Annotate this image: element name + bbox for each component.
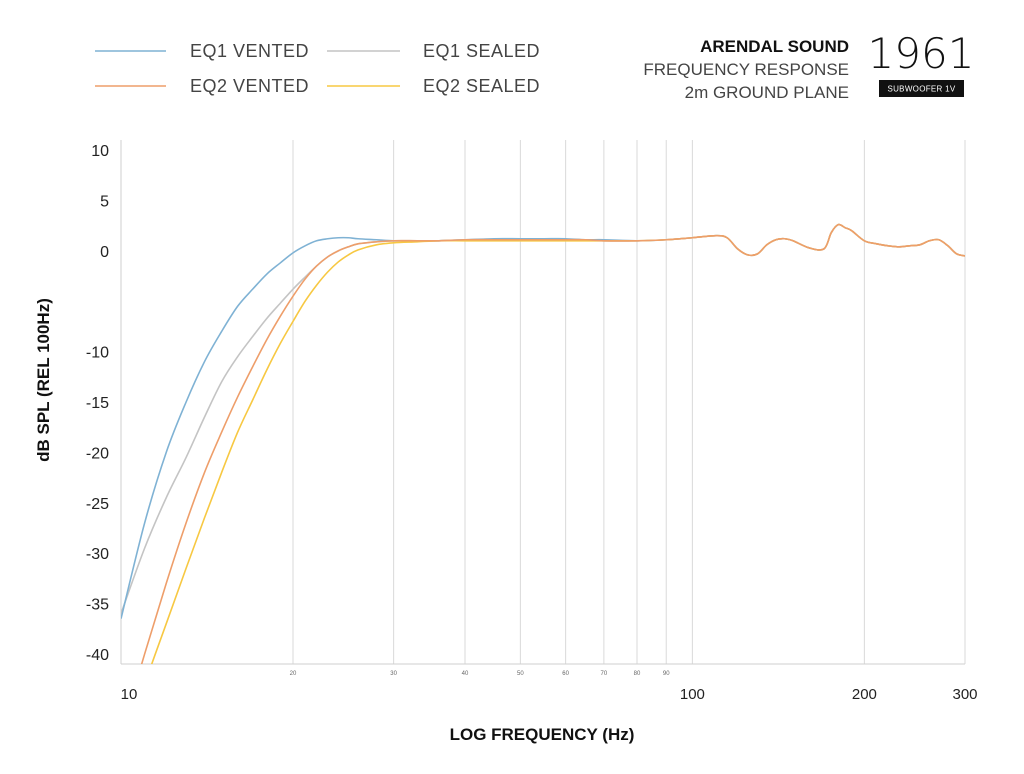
series-line-eq2-sealed (150, 223, 965, 664)
y-tick-label-minus-20: -20 (86, 445, 109, 462)
x-tick-label-20: 20 (290, 671, 297, 677)
y-tick-label-minus-15: -15 (86, 395, 109, 412)
x-tick-label-300: 300 (952, 686, 977, 703)
legend-label-eq2-vented: EQ2 VENTED (190, 76, 309, 96)
x-tick-label-10: 10 (121, 686, 138, 703)
legend-label-eq1-sealed: EQ1 SEALED (423, 41, 540, 61)
series-lines (121, 223, 965, 664)
x-tick-label-30: 30 (390, 671, 397, 677)
series-line-eq2-vented (140, 223, 965, 664)
y-tick-label-10: 10 (91, 143, 109, 160)
y-tick-label-5: 5 (100, 193, 109, 210)
y-tick-label-minus-10: -10 (86, 345, 109, 362)
logo-number: 1961 (868, 29, 975, 78)
y-tick-label-minus-35: -35 (86, 597, 109, 614)
x-axis-title: LOG FREQUENCY (Hz) (450, 725, 635, 744)
x-tick-label-90: 90 (663, 671, 670, 677)
legend-item-eq1-sealed: EQ1 SEALED (327, 41, 540, 61)
x-tick-labels: 20 30 40 50 60 70 80 90 10 100 200 300 (121, 671, 978, 703)
y-tick-label-minus-40: -40 (86, 647, 109, 664)
legend-item-eq2-sealed: EQ2 SEALED (327, 76, 540, 96)
x-tick-label-60: 60 (562, 671, 569, 677)
logo: 1961 SUBWOOFER 1V (868, 29, 975, 97)
y-axis-title: dB SPL (REL 100Hz) (34, 298, 53, 462)
brand-block: ARENDAL SOUND FREQUENCY RESPONSE 2m GROU… (643, 37, 849, 102)
brand-title: ARENDAL SOUND (700, 37, 849, 56)
x-tick-label-40: 40 (462, 671, 469, 677)
series-line-eq1-vented (121, 223, 965, 619)
legend-item-eq1-vented: EQ1 VENTED (95, 41, 309, 61)
logo-tag-background (879, 80, 964, 97)
brand-subtitle-ground-plane: 2m GROUND PLANE (685, 83, 849, 102)
legend-item-eq2-vented: EQ2 VENTED (95, 76, 309, 96)
legend-label-eq2-sealed: EQ2 SEALED (423, 76, 540, 96)
x-tick-label-50: 50 (517, 671, 524, 677)
x-tick-label-200: 200 (852, 686, 877, 703)
vertical-gridlines (292, 140, 966, 664)
legend-label-eq1-vented: EQ1 VENTED (190, 41, 309, 61)
y-tick-label-minus-25: -25 (86, 496, 109, 513)
y-tick-labels: 10 5 0 -10 -15 -20 -25 -30 -35 -40 (86, 143, 109, 664)
series-line-eq1-sealed (121, 223, 965, 614)
x-tick-label-70: 70 (601, 671, 608, 677)
y-tick-label-0: 0 (100, 244, 109, 261)
logo-tag-text: SUBWOOFER 1V (887, 85, 955, 94)
x-tick-label-80: 80 (634, 671, 641, 677)
y-tick-label-minus-30: -30 (86, 546, 109, 563)
x-tick-label-100: 100 (680, 686, 705, 703)
brand-subtitle-frequency-response: FREQUENCY RESPONSE (643, 60, 849, 79)
legend: EQ1 VENTED EQ2 VENTED EQ1 SEALED EQ2 SEA… (95, 41, 540, 96)
